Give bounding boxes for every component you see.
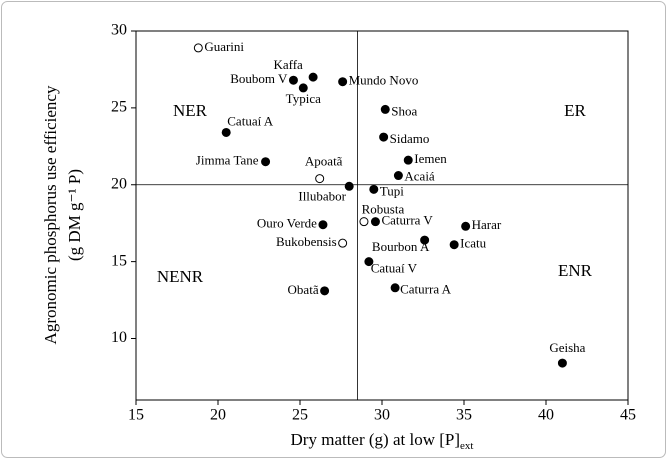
data-point [359, 217, 369, 227]
x-tick-label: 45 [620, 407, 636, 424]
point-label: Bukobensis [276, 234, 337, 249]
y-tick-label: 25 [111, 99, 127, 116]
data-point [338, 77, 348, 87]
point-label: Illubabor [298, 188, 346, 203]
data-point [193, 43, 203, 53]
y-tick-label: 30 [111, 22, 127, 39]
data-point [393, 171, 403, 181]
point-label: Guarini [204, 39, 244, 54]
point-label: Caturra A [400, 282, 452, 297]
x-tick-label: 35 [456, 407, 472, 424]
data-point [557, 358, 567, 368]
point-label: Bourbon A [372, 239, 430, 254]
quadrant-label: ER [564, 101, 586, 120]
data-point [338, 238, 348, 248]
data-point [390, 283, 400, 293]
point-label: Caturra V [381, 213, 433, 228]
y-axis-label: Agronomic phosphorus use efficiency [41, 85, 60, 344]
x-axis-label: Dry matter (g) at low [P]ext [291, 430, 474, 452]
quadrant-label: NENR [157, 267, 204, 286]
data-point [379, 132, 389, 142]
point-label: Robusta [362, 202, 405, 217]
point-label: Obatã [288, 282, 319, 297]
x-tick-label: 40 [538, 407, 554, 424]
point-label: Geisha [549, 340, 585, 355]
data-point [344, 181, 354, 191]
data-point [308, 72, 318, 82]
x-tick-label: 30 [374, 407, 390, 424]
data-point [403, 155, 413, 165]
y-tick-label: 10 [111, 329, 127, 346]
x-tick-label: 20 [210, 407, 226, 424]
point-label: Harar [472, 217, 502, 232]
data-point [221, 127, 231, 137]
point-label: Typica [286, 91, 321, 106]
point-label: Catuaí V [371, 261, 418, 276]
point-label: Acaiá [404, 169, 435, 184]
data-point [449, 240, 459, 250]
point-label: Iemen [414, 151, 447, 166]
data-point [364, 257, 374, 267]
data-point [315, 174, 325, 184]
point-label: Catuaí A [227, 113, 273, 128]
point-label: Tupi [380, 183, 404, 198]
y-axis-label: (g DM g⁻¹ P) [65, 169, 84, 261]
data-point [288, 75, 298, 85]
y-tick-label: 15 [111, 252, 127, 269]
y-tick-label: 20 [111, 175, 127, 192]
data-point [369, 184, 379, 194]
point-label: Sidamo [390, 131, 430, 146]
data-point [261, 157, 271, 167]
point-label: Apoatã [305, 154, 343, 169]
data-point [320, 286, 330, 296]
data-point [461, 221, 471, 231]
data-point [298, 83, 308, 93]
data-point [380, 104, 390, 114]
data-point [318, 220, 328, 230]
point-label: Icatu [460, 236, 486, 251]
point-label: Kaffa [273, 57, 303, 72]
quadrant-label: NER [173, 101, 208, 120]
x-tick-label: 15 [128, 407, 144, 424]
point-label: Ouro Verde [257, 216, 317, 231]
point-label: Mundo Novo [349, 73, 419, 88]
data-point [370, 217, 380, 227]
point-label: Shoa [391, 103, 417, 118]
data-point [420, 235, 430, 245]
quadrant-label: ENR [558, 261, 593, 280]
point-label: Boubom V [230, 71, 288, 86]
x-tick-label: 25 [292, 407, 308, 424]
point-label: Jimma Tane [196, 153, 259, 168]
